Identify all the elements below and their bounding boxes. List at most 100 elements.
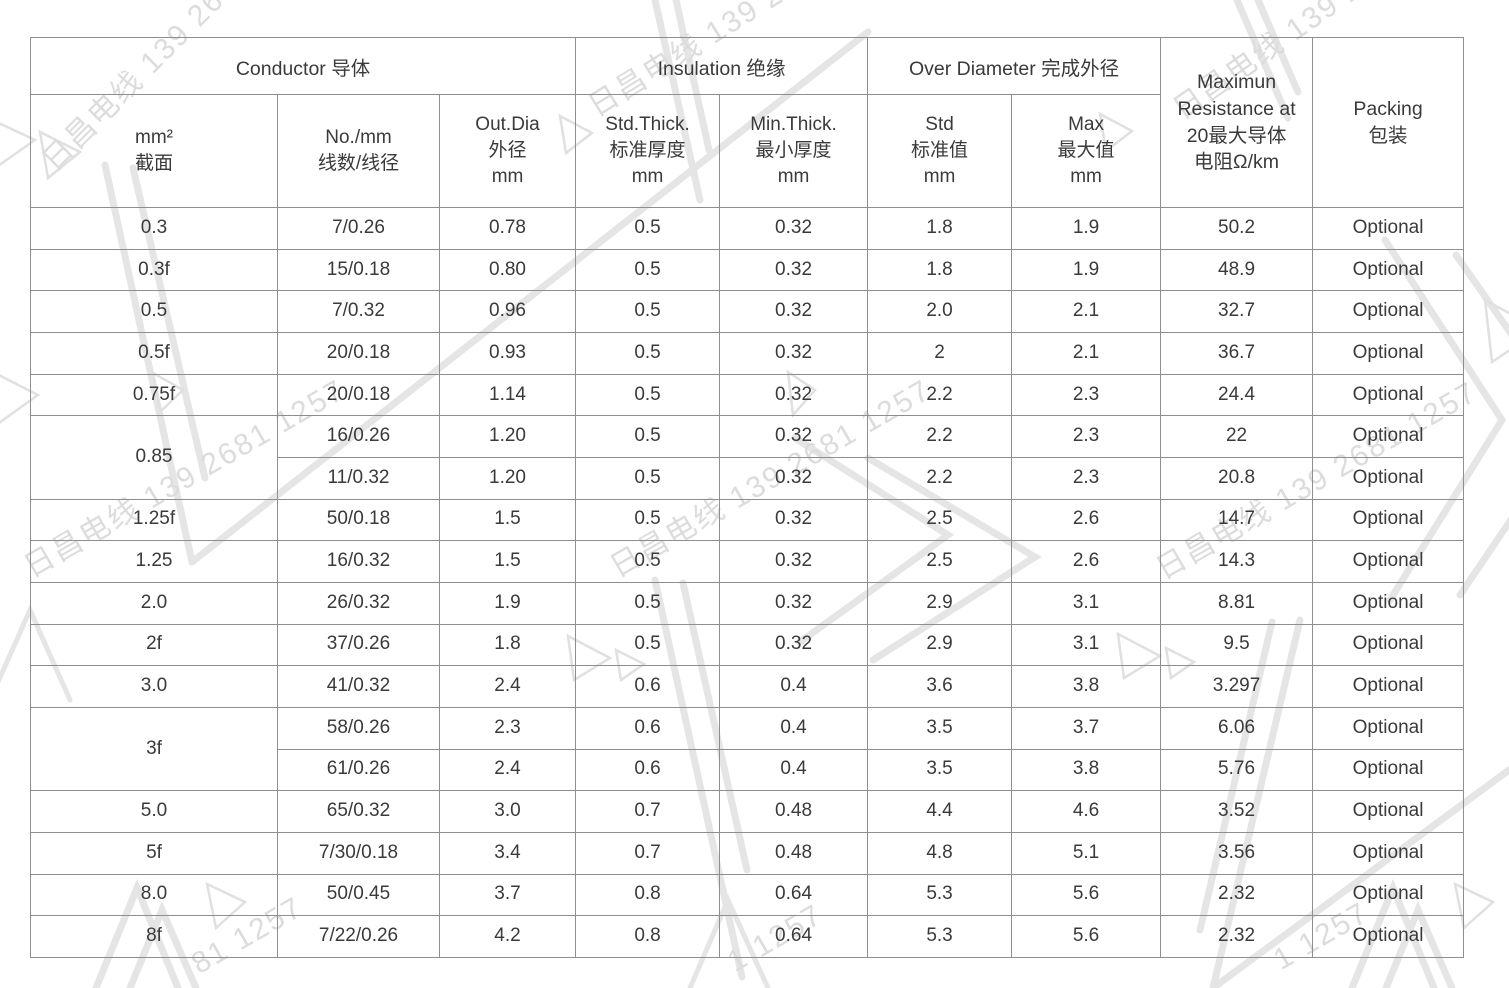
table-cell: Optional [1312, 540, 1465, 583]
table-row: 1.25 16/0.32 1.5 0.5 0.32 2.5 2.6 14.3 Optional [30, 540, 1465, 583]
table-cell: 0.5f [30, 331, 278, 375]
table-cell: 2.1 [1011, 331, 1162, 375]
table-cell: 2.0 [30, 581, 278, 625]
table-cell: 20.8 [1160, 456, 1314, 500]
table-cell: 8f [30, 915, 278, 958]
table-cell: 0.7 [575, 790, 721, 833]
table-cell: 3.0 [438, 790, 577, 833]
table-cell: 2.4 [438, 748, 577, 792]
table-cell: 3.6 [867, 665, 1013, 708]
table-cell: Optional [1312, 790, 1465, 833]
table-cell: 1.20 [438, 415, 577, 458]
table-cell: 50/0.45 [277, 873, 440, 917]
table-cell: 2f [30, 623, 278, 667]
table-cell: 5.6 [1011, 915, 1162, 958]
table-cell: 2.2 [867, 373, 1013, 417]
table-cell: 0.96 [438, 290, 577, 333]
table-cell: 4.4 [867, 790, 1013, 833]
table-cell: 3.5 [867, 748, 1013, 792]
table-cell: 1.9 [1011, 207, 1162, 250]
table-cell: 32.7 [1160, 290, 1314, 333]
table-cell: 1.8 [867, 248, 1013, 292]
table-cell: Optional [1312, 498, 1465, 542]
table-cell: Optional [1312, 915, 1465, 958]
table-cell: 1.5 [438, 498, 577, 542]
table-cell: 5.0 [30, 790, 278, 833]
table-cell: 65/0.32 [277, 790, 440, 833]
spec-table-body: 0.3 7/0.26 0.78 0.5 0.32 1.8 1.9 50.2 Optional 0.… [30, 207, 1465, 958]
table-cell: 7/0.26 [277, 207, 440, 250]
table-row: 5.0 65/0.32 3.0 0.7 0.48 4.4 4.6 3.52 Optional [30, 790, 1465, 833]
table-cell: 3.5 [867, 706, 1013, 750]
table-cell: 41/0.32 [277, 665, 440, 708]
table-cell: 3.56 [1160, 831, 1314, 875]
table-cell: 0.32 [719, 415, 869, 458]
table-cell: 14.7 [1160, 498, 1314, 542]
table-cell: 3f [30, 706, 278, 792]
table-cell: 2.9 [867, 581, 1013, 625]
table-cell: Optional [1312, 665, 1465, 708]
table-cell: 5.6 [1011, 873, 1162, 917]
table-row: 0.75f 20/0.18 1.14 0.5 0.32 2.2 2.3 24.4 Optiona… [30, 373, 1465, 417]
table-cell: 0.85 [30, 415, 278, 500]
table-cell: 2.5 [867, 540, 1013, 583]
table-cell: 0.5 [575, 456, 721, 500]
table-cell: 0.32 [719, 331, 869, 375]
table-cell: 1.5 [438, 540, 577, 583]
table-cell: 14.3 [1160, 540, 1314, 583]
table-cell: Optional [1312, 706, 1465, 750]
table-cell: 0.80 [438, 248, 577, 292]
table-cell: 0.6 [575, 706, 721, 750]
table-cell: 3.0 [30, 665, 278, 708]
table-cell: 7/22/0.26 [277, 915, 440, 958]
table-cell: 0.32 [719, 373, 869, 417]
table-cell: 3.4 [438, 831, 577, 875]
header-over-diameter: Over Diameter 完成外径 [867, 37, 1162, 95]
header-col-out-dia: Out.Dia 外径 mm [438, 94, 577, 208]
table-cell: 3.8 [1011, 665, 1162, 708]
table-cell: 1.9 [1011, 248, 1162, 292]
table-cell: 1.20 [438, 456, 577, 500]
table-cell: 0.5 [575, 498, 721, 542]
table-cell: 0.5 [575, 207, 721, 250]
table-cell: 37/0.26 [277, 623, 440, 667]
table-cell: 0.32 [719, 456, 869, 500]
table-cell: 15/0.18 [277, 248, 440, 292]
table-row: 0.85 16/0.26 1.20 0.5 0.32 2.2 2.3 22 Optional [30, 415, 1465, 500]
table-cell: 6.06 [1160, 706, 1314, 750]
table-cell: Optional [1312, 207, 1465, 250]
table-cell: 2.32 [1160, 873, 1314, 917]
table-cell: 0.48 [719, 790, 869, 833]
table-cell: 2.0 [867, 290, 1013, 333]
table-cell: 0.32 [719, 207, 869, 250]
table-cell: 2.9 [867, 623, 1013, 667]
table-cell: 0.5 [575, 290, 721, 333]
table-cell: 0.64 [719, 915, 869, 958]
table-cell: Optional [1312, 290, 1465, 333]
table-cell: 4.8 [867, 831, 1013, 875]
table-row: 2.0 26/0.32 1.9 0.5 0.32 2.9 3.1 8.81 Optional [30, 581, 1465, 625]
table-cell: 50/0.18 [277, 498, 440, 542]
table-cell: 5.1 [1011, 831, 1162, 875]
table-cell: 2.6 [1011, 540, 1162, 583]
table-cell: 8.0 [30, 873, 278, 917]
table-cell: 24.4 [1160, 373, 1314, 417]
table-cell: Optional [1312, 248, 1465, 292]
table-cell: 3.7 [1011, 706, 1162, 750]
table-cell: Optional [1312, 456, 1465, 500]
header-col-max: Max 最大值 mm [1011, 94, 1162, 208]
table-cell: 0.75f [30, 373, 278, 417]
header-max-resistance: Maximun Resistance at 20最大导体 电阻Ω/km [1160, 37, 1314, 208]
table-cell: 20/0.18 [277, 331, 440, 375]
table-cell: Optional [1312, 581, 1465, 625]
table-cell: 3.297 [1160, 665, 1314, 708]
table-row: 1.25f 50/0.18 1.5 0.5 0.32 2.5 2.6 14.7 Optional [30, 498, 1465, 542]
table-cell: 0.5 [575, 623, 721, 667]
table-cell: 0.93 [438, 331, 577, 375]
table-cell: 0.5 [575, 373, 721, 417]
table-cell: 3.1 [1011, 623, 1162, 667]
table-cell: 1.8 [867, 207, 1013, 250]
table-cell: 2.1 [1011, 290, 1162, 333]
table-cell: 0.4 [719, 748, 869, 792]
